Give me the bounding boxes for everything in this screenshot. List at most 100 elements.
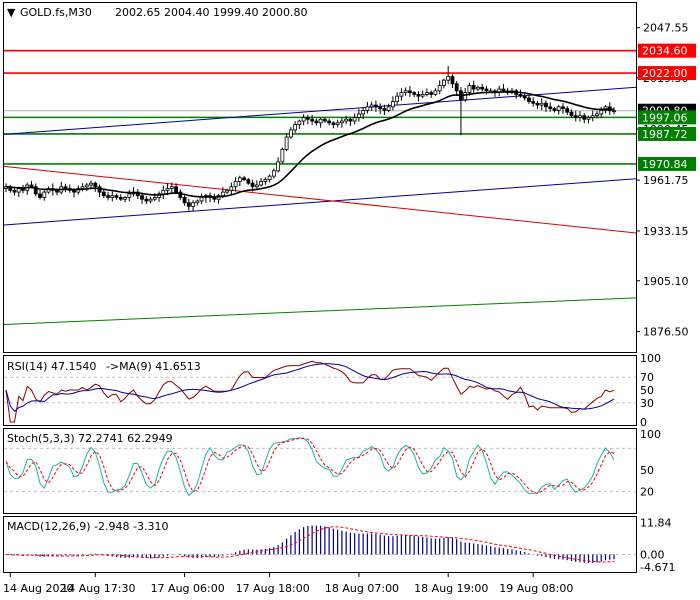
candle-body[interactable] — [408, 90, 412, 94]
candle-body[interactable] — [33, 186, 38, 195]
candle-body[interactable] — [518, 93, 523, 97]
candle-body[interactable] — [55, 189, 59, 193]
candle-body[interactable] — [186, 202, 191, 207]
candle-body[interactable] — [590, 115, 595, 118]
candle-body[interactable] — [301, 117, 306, 122]
candle-body[interactable] — [531, 101, 536, 104]
candle-body[interactable] — [152, 197, 157, 200]
candle-body[interactable] — [271, 170, 276, 177]
candle-body[interactable] — [42, 191, 47, 198]
candle-body[interactable] — [412, 92, 417, 95]
trend-line[interactable] — [3, 178, 637, 226]
candle-body[interactable] — [293, 124, 298, 131]
candle-body[interactable] — [565, 108, 570, 113]
candle-body[interactable] — [229, 186, 234, 191]
candle-body[interactable] — [140, 195, 144, 200]
candle-body[interactable] — [148, 198, 153, 202]
candle-body[interactable] — [544, 102, 548, 108]
candle-body[interactable] — [446, 76, 451, 81]
candle-body[interactable] — [573, 115, 578, 118]
candle-body[interactable] — [437, 85, 442, 92]
trend-line[interactable] — [3, 86, 637, 135]
candle-body[interactable] — [561, 106, 565, 109]
candle-body[interactable] — [501, 88, 506, 92]
candle-body[interactable] — [374, 104, 378, 108]
candle-body[interactable] — [391, 101, 395, 108]
candle-body[interactable] — [93, 182, 98, 188]
candle-body[interactable] — [463, 92, 468, 101]
candle-body[interactable] — [123, 197, 127, 200]
candle-body[interactable] — [12, 189, 17, 193]
candle-body[interactable] — [378, 106, 383, 109]
candle-body[interactable] — [480, 86, 485, 90]
candle-body[interactable] — [72, 189, 76, 193]
candle-body[interactable] — [284, 136, 289, 150]
candle-body[interactable] — [382, 108, 387, 111]
candle-body[interactable] — [335, 122, 340, 125]
main-chart-panel[interactable] — [3, 2, 637, 353]
candle-body[interactable] — [246, 179, 251, 184]
candle-body[interactable] — [127, 193, 132, 198]
candle-body[interactable] — [369, 104, 374, 108]
candle-body[interactable] — [552, 108, 557, 111]
candle-body[interactable] — [535, 102, 540, 106]
candle-body[interactable] — [582, 115, 587, 120]
candle-body[interactable] — [178, 191, 183, 198]
candle-body[interactable] — [539, 102, 544, 106]
candle-body[interactable] — [263, 179, 268, 182]
candle-body[interactable] — [467, 85, 472, 94]
candle-body[interactable] — [305, 117, 310, 120]
candle-body[interactable] — [250, 182, 255, 188]
candle-body[interactable] — [578, 115, 582, 118]
candle-body[interactable] — [365, 106, 370, 111]
candle-body[interactable] — [259, 181, 264, 186]
candle-body[interactable] — [569, 111, 574, 117]
candle-body[interactable] — [165, 188, 170, 191]
candle-body[interactable] — [403, 90, 408, 94]
candle-body[interactable] — [310, 118, 315, 122]
candle-body[interactable] — [416, 93, 421, 97]
candle-body[interactable] — [16, 188, 21, 193]
candle-body[interactable] — [339, 120, 344, 124]
candle-body[interactable] — [276, 161, 281, 172]
candle-body[interactable] — [220, 191, 225, 197]
rsi-panel[interactable] — [3, 355, 637, 426]
candle-body[interactable] — [476, 86, 480, 90]
candle-body[interactable] — [169, 186, 174, 189]
macd-panel[interactable] — [3, 516, 637, 573]
candle-body[interactable] — [101, 191, 106, 197]
candle-body[interactable] — [399, 92, 404, 97]
candle-body[interactable] — [484, 88, 489, 92]
candle-body[interactable] — [237, 177, 242, 182]
candle-body[interactable] — [344, 118, 349, 122]
candle-body[interactable] — [84, 184, 89, 188]
candle-body[interactable] — [242, 177, 246, 181]
candle-body[interactable] — [199, 197, 204, 202]
candle-body[interactable] — [174, 186, 178, 193]
candle-body[interactable] — [454, 83, 459, 92]
candle-body[interactable] — [356, 113, 361, 118]
candle-body[interactable] — [118, 197, 123, 200]
candle-body[interactable] — [195, 200, 200, 204]
candle-body[interactable] — [386, 106, 391, 111]
candle-body[interactable] — [442, 79, 446, 86]
candle-body[interactable] — [425, 92, 429, 95]
candle-body[interactable] — [318, 118, 323, 124]
candle-body[interactable] — [288, 129, 293, 138]
candle-body[interactable] — [348, 118, 353, 122]
candle-body[interactable] — [110, 195, 115, 198]
candle-body[interactable] — [144, 198, 149, 202]
candle-body[interactable] — [267, 175, 272, 181]
candle-body[interactable] — [527, 97, 531, 102]
candle-body[interactable] — [161, 189, 166, 195]
candle-body[interactable] — [29, 184, 34, 188]
candle-body[interactable] — [361, 109, 366, 115]
candle-body[interactable] — [548, 106, 553, 109]
candle-body[interactable] — [556, 106, 561, 111]
candle-body[interactable] — [254, 184, 259, 188]
candle-body[interactable] — [420, 93, 425, 97]
candle-body[interactable] — [450, 76, 455, 85]
candle-body[interactable] — [314, 120, 319, 124]
candle-body[interactable] — [586, 117, 591, 120]
